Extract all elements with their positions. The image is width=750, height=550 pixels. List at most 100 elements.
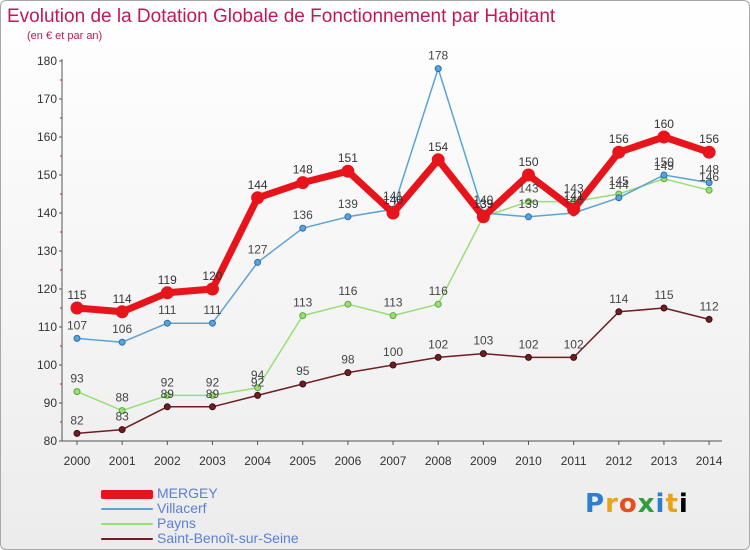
x-tick-label: 2004	[244, 454, 271, 468]
legend-label-villacerf: Villacerf	[157, 500, 207, 516]
data-label-payns: 113	[383, 296, 402, 310]
data-label-mergey: 154	[428, 140, 448, 154]
data-point-saint-beno-t-sur-seine	[705, 315, 713, 323]
data-point-mergey	[522, 168, 535, 182]
data-label-mergey: 139	[473, 197, 493, 211]
legend: MERGEY Villacerf Payns Saint-Benoît-sur-…	[101, 485, 361, 546]
data-label-saint-beno-t-sur-seine: 92	[251, 375, 265, 389]
data-label-mergey: 151	[338, 151, 358, 165]
data-point-mergey	[431, 153, 445, 167]
legend-item-payns: Payns	[101, 515, 361, 531]
y-tick-label: 90	[44, 396, 58, 410]
data-point-villacerf	[434, 65, 442, 73]
data-label-villacerf: 106	[112, 322, 132, 336]
data-label-payns: 143	[564, 182, 584, 196]
data-point-saint-beno-t-sur-seine	[615, 308, 623, 316]
x-tick-label: 2011	[561, 454, 587, 468]
axes: 80 90 100 110 120 130 140 150 160 170 180 2000 2001 2…	[37, 54, 723, 468]
legend-swatch-mergey	[101, 490, 153, 499]
data-point-mergey	[702, 145, 716, 159]
y-tick-label: 130	[37, 244, 57, 258]
x-tick-label: 2013	[651, 454, 678, 468]
data-point-mergey	[296, 176, 310, 190]
data-point-payns	[434, 300, 442, 308]
data-label-payns: 93	[70, 372, 84, 386]
data-label-saint-beno-t-sur-seine: 89	[161, 387, 175, 401]
data-label-saint-beno-t-sur-seine: 98	[341, 353, 355, 367]
logo-letter: o	[618, 489, 638, 519]
data-label-mergey: 120	[202, 269, 222, 283]
logo-letter: x	[637, 489, 656, 519]
data-point-mergey	[115, 305, 129, 319]
data-point-payns	[118, 407, 126, 415]
y-tick-label: 170	[37, 92, 57, 106]
data-label-villacerf: 127	[248, 242, 268, 256]
legend-label-payns: Payns	[157, 515, 196, 531]
data-point-payns	[254, 384, 262, 392]
y-tick-label: 160	[37, 130, 57, 144]
data-label-payns: 113	[293, 296, 312, 310]
data-point-payns	[163, 391, 171, 399]
proxiti-logo: Proxiti	[585, 489, 689, 519]
legend-label-saint-benoit: Saint-Benoît-sur-Seine	[157, 530, 299, 546]
data-point-mergey	[341, 164, 355, 178]
data-label-saint-beno-t-sur-seine: 95	[296, 364, 310, 378]
data-label-mergey: 115	[67, 288, 86, 302]
data-label-saint-beno-t-sur-seine: 82	[70, 413, 84, 427]
data-point-saint-beno-t-sur-seine	[479, 350, 487, 358]
series-layer	[70, 65, 716, 437]
data-point-payns	[73, 388, 81, 396]
data-point-mergey	[612, 145, 626, 159]
data-label-villacerf: 141	[383, 189, 403, 203]
data-point-saint-beno-t-sur-seine	[389, 361, 397, 369]
data-point-payns	[525, 198, 532, 206]
data-point-mergey	[205, 282, 219, 296]
data-point-saint-beno-t-sur-seine	[434, 353, 442, 361]
data-point-mergey	[567, 202, 581, 216]
data-label-payns: 92	[161, 375, 175, 389]
data-label-payns: 146	[699, 170, 719, 184]
data-label-mergey: 119	[158, 273, 177, 287]
data-point-saint-beno-t-sur-seine	[163, 403, 171, 411]
data-point-saint-beno-t-sur-seine	[208, 403, 216, 411]
x-tick-label: 2008	[425, 454, 452, 468]
legend-label-mergey: MERGEY	[157, 485, 218, 501]
legend-swatch-villacerf	[101, 508, 153, 510]
logo-letter: P	[585, 489, 606, 519]
data-label-villacerf: 139	[518, 197, 538, 211]
data-label-saint-beno-t-sur-seine: 89	[206, 387, 220, 401]
logo-letter: t	[665, 489, 679, 519]
data-label-villacerf: 136	[293, 208, 313, 222]
data-label-payns: 139	[473, 197, 493, 211]
x-tick-label: 2010	[515, 454, 542, 468]
data-label-saint-beno-t-sur-seine: 114	[609, 292, 628, 306]
x-tick-label: 2003	[199, 454, 226, 468]
data-label-mergey: 156	[699, 132, 719, 146]
x-tick-label: 2005	[289, 454, 316, 468]
data-label-payns: 116	[429, 284, 448, 298]
data-point-villacerf	[615, 194, 623, 202]
logo-letter: i	[678, 489, 689, 519]
x-tick-label: 2009	[470, 454, 497, 468]
legend-swatch-saint-benoit	[101, 538, 153, 540]
x-tick-label: 2012	[605, 454, 632, 468]
data-point-villacerf	[73, 334, 81, 342]
data-label-saint-beno-t-sur-seine: 102	[428, 337, 448, 351]
data-label-villacerf: 148	[699, 163, 719, 177]
data-point-payns	[389, 312, 397, 320]
data-label-mergey: 150	[518, 155, 538, 169]
data-point-payns	[208, 391, 216, 399]
data-label-payns: 116	[338, 284, 357, 298]
data-label-payns: 92	[206, 375, 220, 389]
data-point-saint-beno-t-sur-seine	[570, 353, 578, 361]
data-point-payns	[299, 312, 307, 320]
data-point-payns	[705, 186, 713, 194]
data-point-villacerf	[118, 338, 126, 346]
data-point-villacerf	[705, 179, 713, 187]
data-label-payns: 88	[115, 391, 129, 405]
data-label-villacerf: 144	[609, 178, 629, 192]
data-point-villacerf	[299, 224, 307, 232]
data-point-mergey	[70, 301, 84, 315]
data-label-mergey: 160	[654, 117, 674, 131]
